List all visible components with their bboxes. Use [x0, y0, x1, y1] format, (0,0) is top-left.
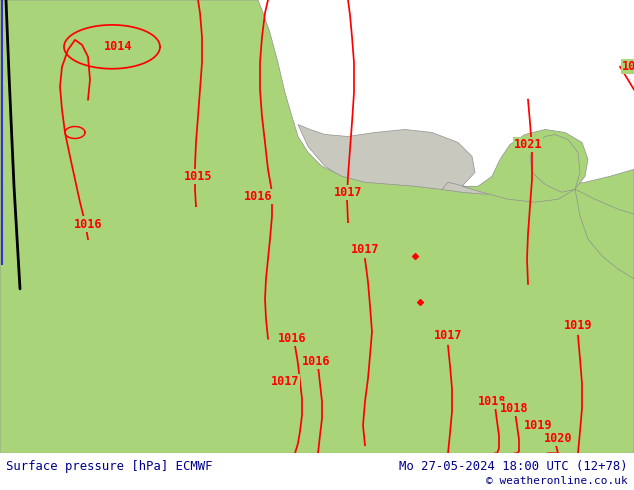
Text: 1016: 1016 [302, 355, 330, 368]
Text: 1016: 1016 [74, 218, 102, 231]
Polygon shape [0, 0, 32, 67]
Text: © weatheronline.co.uk: © weatheronline.co.uk [486, 476, 628, 486]
Text: 1018: 1018 [500, 402, 528, 415]
Polygon shape [438, 182, 562, 219]
Polygon shape [462, 129, 588, 202]
Polygon shape [530, 134, 580, 192]
Polygon shape [575, 189, 634, 279]
Text: 1016: 1016 [243, 190, 272, 203]
Polygon shape [234, 104, 260, 124]
Text: 1017: 1017 [434, 329, 462, 342]
Polygon shape [65, 0, 168, 204]
Text: 1019: 1019 [524, 419, 552, 432]
Text: 1017: 1017 [351, 243, 379, 256]
Text: 1020: 1020 [544, 432, 573, 445]
Polygon shape [200, 40, 232, 102]
Polygon shape [250, 121, 270, 139]
Text: 1021: 1021 [514, 138, 542, 151]
Text: 1017: 1017 [333, 186, 362, 199]
Text: Mo 27-05-2024 18:00 UTC (12+78): Mo 27-05-2024 18:00 UTC (12+78) [399, 460, 628, 473]
Text: 102: 102 [622, 60, 634, 73]
Text: 1016: 1016 [278, 332, 306, 345]
Text: 1018: 1018 [478, 395, 507, 408]
Text: 1017: 1017 [271, 375, 299, 388]
Polygon shape [0, 0, 95, 204]
Polygon shape [226, 99, 270, 147]
Text: 1019: 1019 [564, 319, 592, 332]
Polygon shape [155, 0, 288, 216]
Text: 1015: 1015 [184, 170, 212, 183]
Text: Surface pressure [hPa] ECMWF: Surface pressure [hPa] ECMWF [6, 460, 213, 473]
Text: 1014: 1014 [104, 40, 133, 53]
Polygon shape [0, 0, 634, 453]
Polygon shape [238, 129, 255, 143]
Polygon shape [298, 124, 475, 196]
